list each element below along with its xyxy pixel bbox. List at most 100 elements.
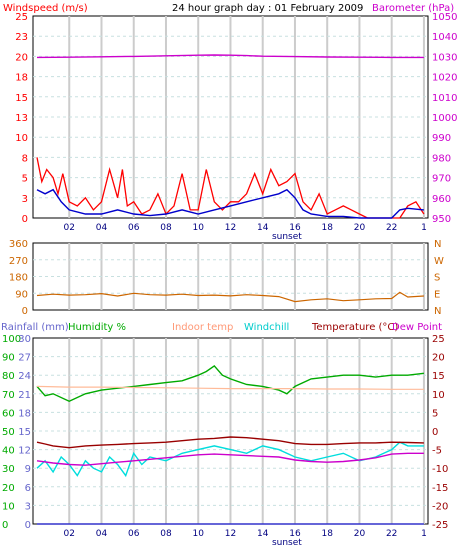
x-tick-label: 1 — [421, 529, 427, 539]
humidity-tick-label: 10 — [2, 501, 15, 512]
barometer-tick-label: 950 — [432, 214, 451, 225]
temperature-tick-label: 25 — [432, 334, 445, 345]
legend-dew-point: Dew Point — [392, 322, 442, 333]
temperature-tick-label: 0 — [432, 427, 438, 438]
legend-temperature: Temperature (°C) — [311, 322, 398, 333]
windspeed-tick-label: 3 — [22, 194, 28, 205]
rainfall-tick-label: 12 — [18, 446, 31, 457]
x-tick-label: 10 — [192, 223, 204, 233]
windspeed-tick-label: 10 — [15, 133, 28, 144]
sunset-label: sunset — [272, 232, 302, 242]
barometer-tick-label: 970 — [432, 174, 451, 185]
humidity-tick-label: 100 — [2, 334, 21, 345]
direction-tick-label: 180 — [9, 273, 28, 284]
dew-point-line — [36, 452, 424, 466]
rainfall-tick-label: 30 — [18, 334, 31, 345]
compass-tick-label: W — [434, 256, 444, 267]
windspeed-tick-label: 15 — [15, 93, 28, 104]
rainfall-tick-label: 9 — [25, 464, 31, 475]
x-tick-label: 16 — [289, 223, 301, 233]
x-tick-label: 20 — [354, 529, 366, 539]
windspeed-tick-label: 25 — [15, 12, 28, 23]
barometer-tick-label: 1030 — [432, 52, 457, 63]
x-tick-label: 08 — [160, 529, 172, 539]
humidity-tick-label: 80 — [2, 371, 15, 382]
temperature-tick-label: 10 — [432, 390, 445, 401]
barometer-tick-label: 1020 — [432, 73, 457, 84]
x-tick-label: 14 — [257, 223, 269, 233]
windspeed-tick-label: 8 — [22, 153, 28, 164]
temperature-tick-label: 5 — [432, 408, 438, 419]
direction-tick-label: 0 — [22, 306, 28, 317]
rainfall-tick-label: 0 — [25, 520, 31, 531]
windspeed-tick-label: 23 — [15, 32, 28, 43]
temperature-tick-label: 20 — [432, 353, 445, 364]
humidity-tick-label: 0 — [2, 520, 8, 531]
windspeed-tick-label: 5 — [22, 174, 28, 185]
rainfall-tick-label: 3 — [25, 501, 31, 512]
barometer-tick-label: 960 — [432, 194, 451, 205]
x-tick-label: 02 — [64, 223, 75, 233]
indoor-temp-line — [36, 385, 424, 390]
x-tick-label: 20 — [354, 223, 366, 233]
barometer-axis-label: Barometer (hPa) — [372, 3, 454, 14]
temperature-tick-label: -15 — [432, 483, 448, 494]
x-tick-label: 22 — [386, 223, 397, 233]
barometer-tick-label: 990 — [432, 133, 451, 144]
temperature-tick-label: -5 — [432, 446, 442, 457]
temperature-tick-label: -25 — [432, 520, 448, 531]
barometer-line — [36, 54, 424, 59]
windspeed-tick-label: 20 — [15, 52, 28, 63]
x-tick-label: 22 — [386, 529, 397, 539]
rainfall-tick-label: 6 — [25, 483, 31, 494]
temperature-tick-label: 15 — [432, 371, 445, 382]
x-tick-label: 06 — [128, 529, 140, 539]
temperature-line — [36, 436, 424, 449]
x-tick-label: 04 — [96, 529, 108, 539]
humidity-tick-label: 50 — [2, 427, 15, 438]
legend-indoor-temp: Indoor temp — [172, 322, 233, 333]
windspeed-tick-label: 13 — [15, 113, 28, 124]
x-tick-label: 10 — [192, 529, 204, 539]
windspeed-axis-label: Windspeed (m/s) — [3, 3, 88, 14]
temperature-tick-label: -10 — [432, 464, 448, 475]
x-tick-label: 18 — [321, 529, 333, 539]
humidity-tick-label: 90 — [2, 353, 15, 364]
x-tick-label: 18 — [321, 223, 333, 233]
rainfall-tick-label: 21 — [18, 390, 31, 401]
compass-tick-label: S — [434, 273, 440, 284]
windchill-line — [36, 441, 424, 478]
barometer-tick-label: 1000 — [432, 113, 457, 124]
compass-tick-label: E — [434, 289, 440, 300]
direction-tick-label: 270 — [9, 256, 28, 267]
compass-tick-label: N — [434, 306, 441, 317]
x-tick-label: 16 — [289, 529, 301, 539]
legend-windchill: Windchill — [244, 322, 289, 333]
barometer-tick-label: 1050 — [432, 12, 457, 23]
legend-humidity: Humidity % — [68, 322, 126, 333]
chart-title: 24 hour graph day : 01 February 2009 — [172, 3, 363, 14]
rainfall-tick-label: 18 — [18, 408, 31, 419]
humidity-tick-label: 60 — [2, 408, 15, 419]
sunset-label: sunset — [272, 538, 302, 548]
legend-rainfall: Rainfall (mm) — [1, 322, 69, 333]
x-tick-label: 04 — [96, 223, 108, 233]
barometer-tick-label: 980 — [432, 153, 451, 164]
wind-gust-line — [36, 157, 425, 219]
barometer-tick-label: 1040 — [432, 32, 457, 43]
x-tick-label: 12 — [225, 223, 236, 233]
wind-direction-line — [36, 291, 424, 303]
humidity-tick-label: 30 — [2, 464, 15, 475]
x-tick-label: 02 — [64, 529, 75, 539]
wind-average-line — [36, 188, 424, 219]
x-tick-label: 12 — [225, 529, 236, 539]
x-tick-label: 1 — [421, 223, 427, 233]
rainfall-tick-label: 24 — [18, 371, 31, 382]
windspeed-tick-label: 0 — [22, 214, 28, 225]
rainfall-tick-label: 27 — [18, 353, 31, 364]
humidity-line — [36, 364, 424, 402]
temperature-tick-label: -20 — [432, 501, 448, 512]
rainfall-tick-label: 15 — [18, 427, 31, 438]
compass-tick-label: N — [434, 239, 441, 250]
